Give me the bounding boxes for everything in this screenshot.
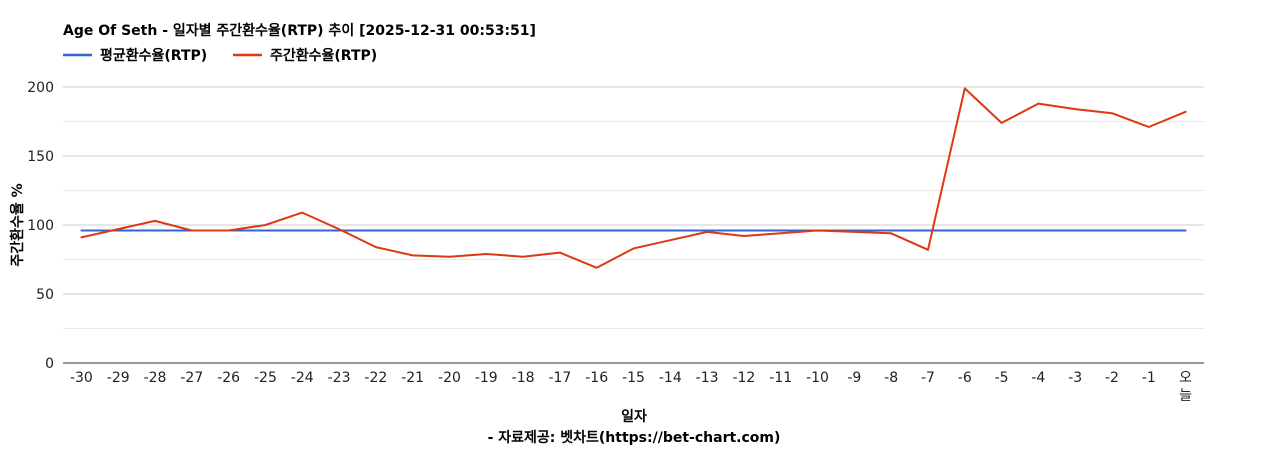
- x-tick-label: -9: [847, 370, 861, 386]
- x-tick-label: -25: [254, 370, 277, 386]
- x-tick-label: -26: [217, 370, 240, 386]
- x-tick-label: -22: [364, 370, 387, 386]
- y-tick-label: 200: [27, 80, 54, 96]
- y-axis-ticks: 0 50 100 150 200: [27, 80, 54, 372]
- x-tick-label: -29: [107, 370, 130, 386]
- legend-label-weekly: 주간환수율(RTP): [270, 47, 377, 64]
- x-tick-label: -7: [921, 370, 935, 386]
- x-tick-label: -15: [622, 370, 645, 386]
- x-tick-label: -13: [696, 370, 719, 386]
- y-tick-label: 50: [36, 287, 54, 303]
- x-tick-label: -28: [144, 370, 167, 386]
- x-tick-label: -4: [1031, 370, 1045, 386]
- x-tick-label: -24: [291, 370, 314, 386]
- source-credit: - 자료제공: 벳차트(https://bet-chart.com): [488, 429, 781, 446]
- legend: 평균환수율(RTP) 주간환수율(RTP): [63, 47, 377, 64]
- x-tick-label: -30: [70, 370, 93, 386]
- x-tick-label: -23: [328, 370, 351, 386]
- legend-label-avg: 평균환수율(RTP): [100, 47, 207, 64]
- y-tick-label: 150: [27, 149, 54, 165]
- x-tick-label: -10: [806, 370, 829, 386]
- y-tick-label: 0: [45, 356, 54, 372]
- x-tick-label: -21: [401, 370, 424, 386]
- x-tick-label: -11: [769, 370, 792, 386]
- y-axis-title: 주간환수율 %: [9, 183, 26, 266]
- x-tick-label: -20: [438, 370, 461, 386]
- x-tick-label: -3: [1068, 370, 1082, 386]
- chart-title: Age Of Seth - 일자별 주간환수율(RTP) 추이 [2025-12…: [63, 22, 536, 39]
- x-tick-label: -16: [585, 370, 608, 386]
- x-axis-title: 일자: [621, 409, 647, 425]
- x-tick-label: -18: [512, 370, 535, 386]
- x-tick-label: -19: [475, 370, 498, 386]
- x-axis-ticks: -30 -29 -28 -27 -26 -25 -24 -23 -22 -21 -20 -19 -18-…: [70, 370, 1192, 404]
- x-tick-label: -12: [732, 370, 755, 386]
- x-tick-label: -27: [180, 370, 203, 386]
- series-line-weekly-rtp: [80, 87, 1187, 269]
- series-lines: [80, 87, 1187, 269]
- x-tick-label: -6: [958, 370, 972, 386]
- x-tick-label: -2: [1105, 370, 1119, 386]
- gridlines: [63, 86, 1204, 364]
- x-tick-label: -8: [884, 370, 898, 386]
- x-tick-label: -1: [1142, 370, 1156, 386]
- x-tick-label: -17: [548, 370, 571, 386]
- y-tick-label: 100: [27, 218, 54, 234]
- x-tick-label: -5: [995, 370, 1009, 386]
- x-tick-label: -14: [659, 370, 682, 386]
